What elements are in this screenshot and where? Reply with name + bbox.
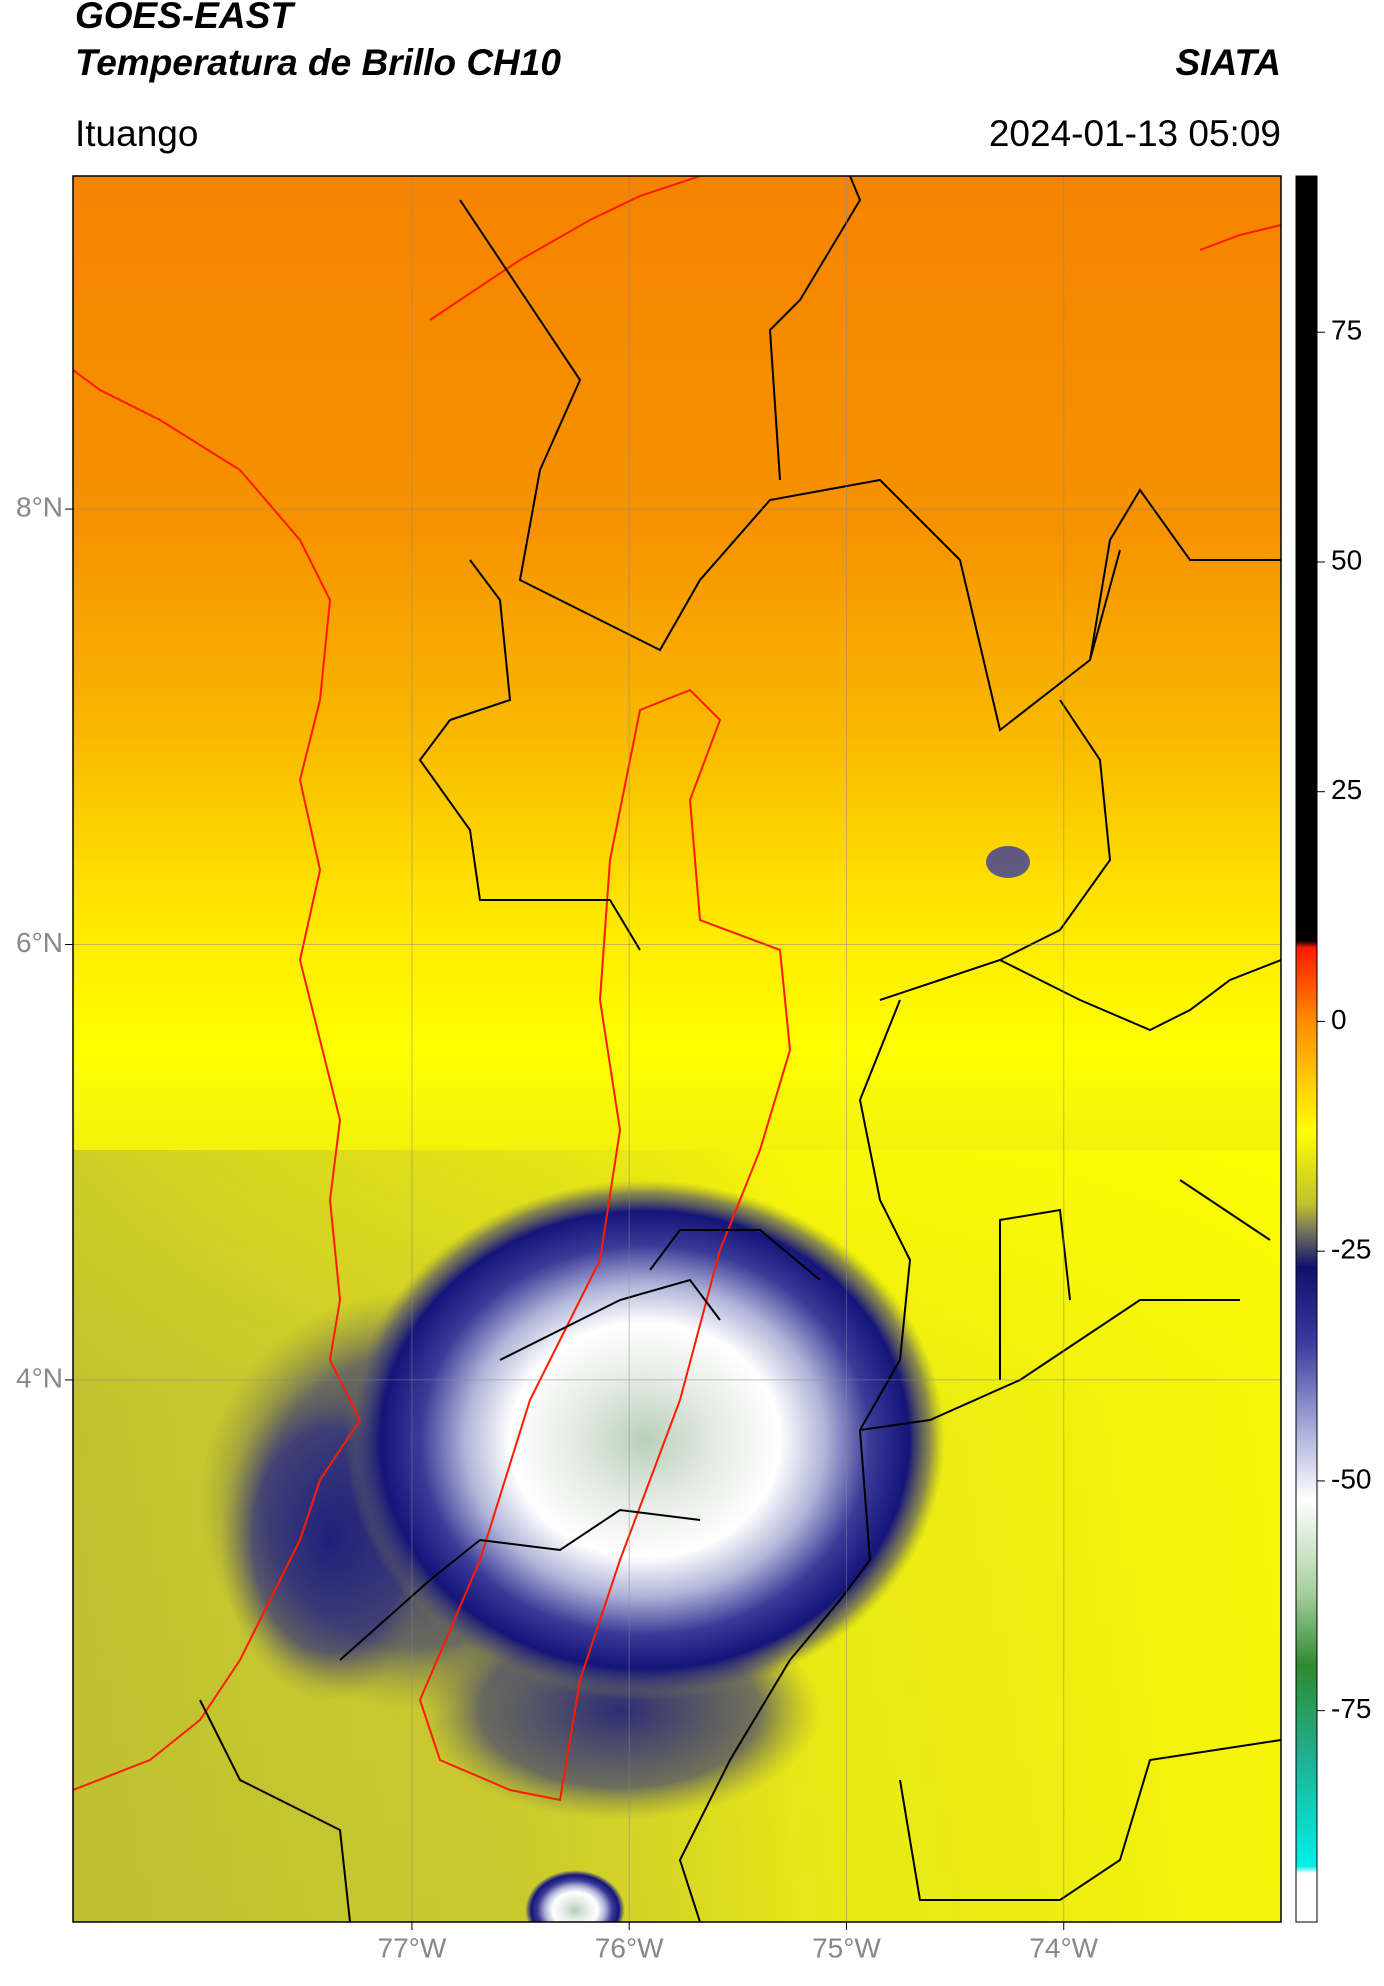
convective-cell: [986, 846, 1030, 878]
colorbar-label: -75: [1331, 1693, 1371, 1724]
subtitle: Temperatura de Brillo CH10: [75, 42, 561, 83]
map-frame: [72, 175, 1282, 1923]
organization: SIATA: [1175, 42, 1281, 83]
y-tick-label: 8°N: [16, 491, 63, 522]
x-tick-label: 77°W: [378, 1932, 447, 1963]
colorbar-label: 0: [1331, 1004, 1347, 1035]
y-tick-label: 4°N: [16, 1362, 63, 1393]
graticule: [73, 176, 1281, 1922]
colorbar-label: 50: [1331, 544, 1362, 575]
x-tick-label: 74°W: [1029, 1932, 1098, 1963]
y-tick-label: 6°N: [16, 927, 63, 958]
datetime: 2024-01-13 05:09: [989, 113, 1281, 154]
title: GOES-EAST: [75, 0, 296, 36]
colorbar-label: -50: [1331, 1463, 1371, 1494]
x-tick-label: 76°W: [595, 1932, 664, 1963]
convective-storm: [345, 1180, 945, 1700]
coastline: [1199, 224, 1281, 251]
coastline: [73, 369, 362, 1791]
colorbar-label: 25: [1331, 774, 1362, 805]
colorbar-label: 75: [1331, 315, 1362, 346]
x-tick-label: 75°W: [812, 1932, 881, 1963]
map-imagery: [73, 176, 1281, 1922]
convective-cell: [525, 1870, 625, 1922]
ituango-basin: [418, 688, 792, 1802]
colorbar-label: -25: [1331, 1234, 1371, 1265]
coastline: [429, 176, 701, 321]
admin-borders: [199, 176, 1281, 1922]
colorbar: [1295, 175, 1318, 1923]
location: Ituango: [75, 113, 198, 154]
